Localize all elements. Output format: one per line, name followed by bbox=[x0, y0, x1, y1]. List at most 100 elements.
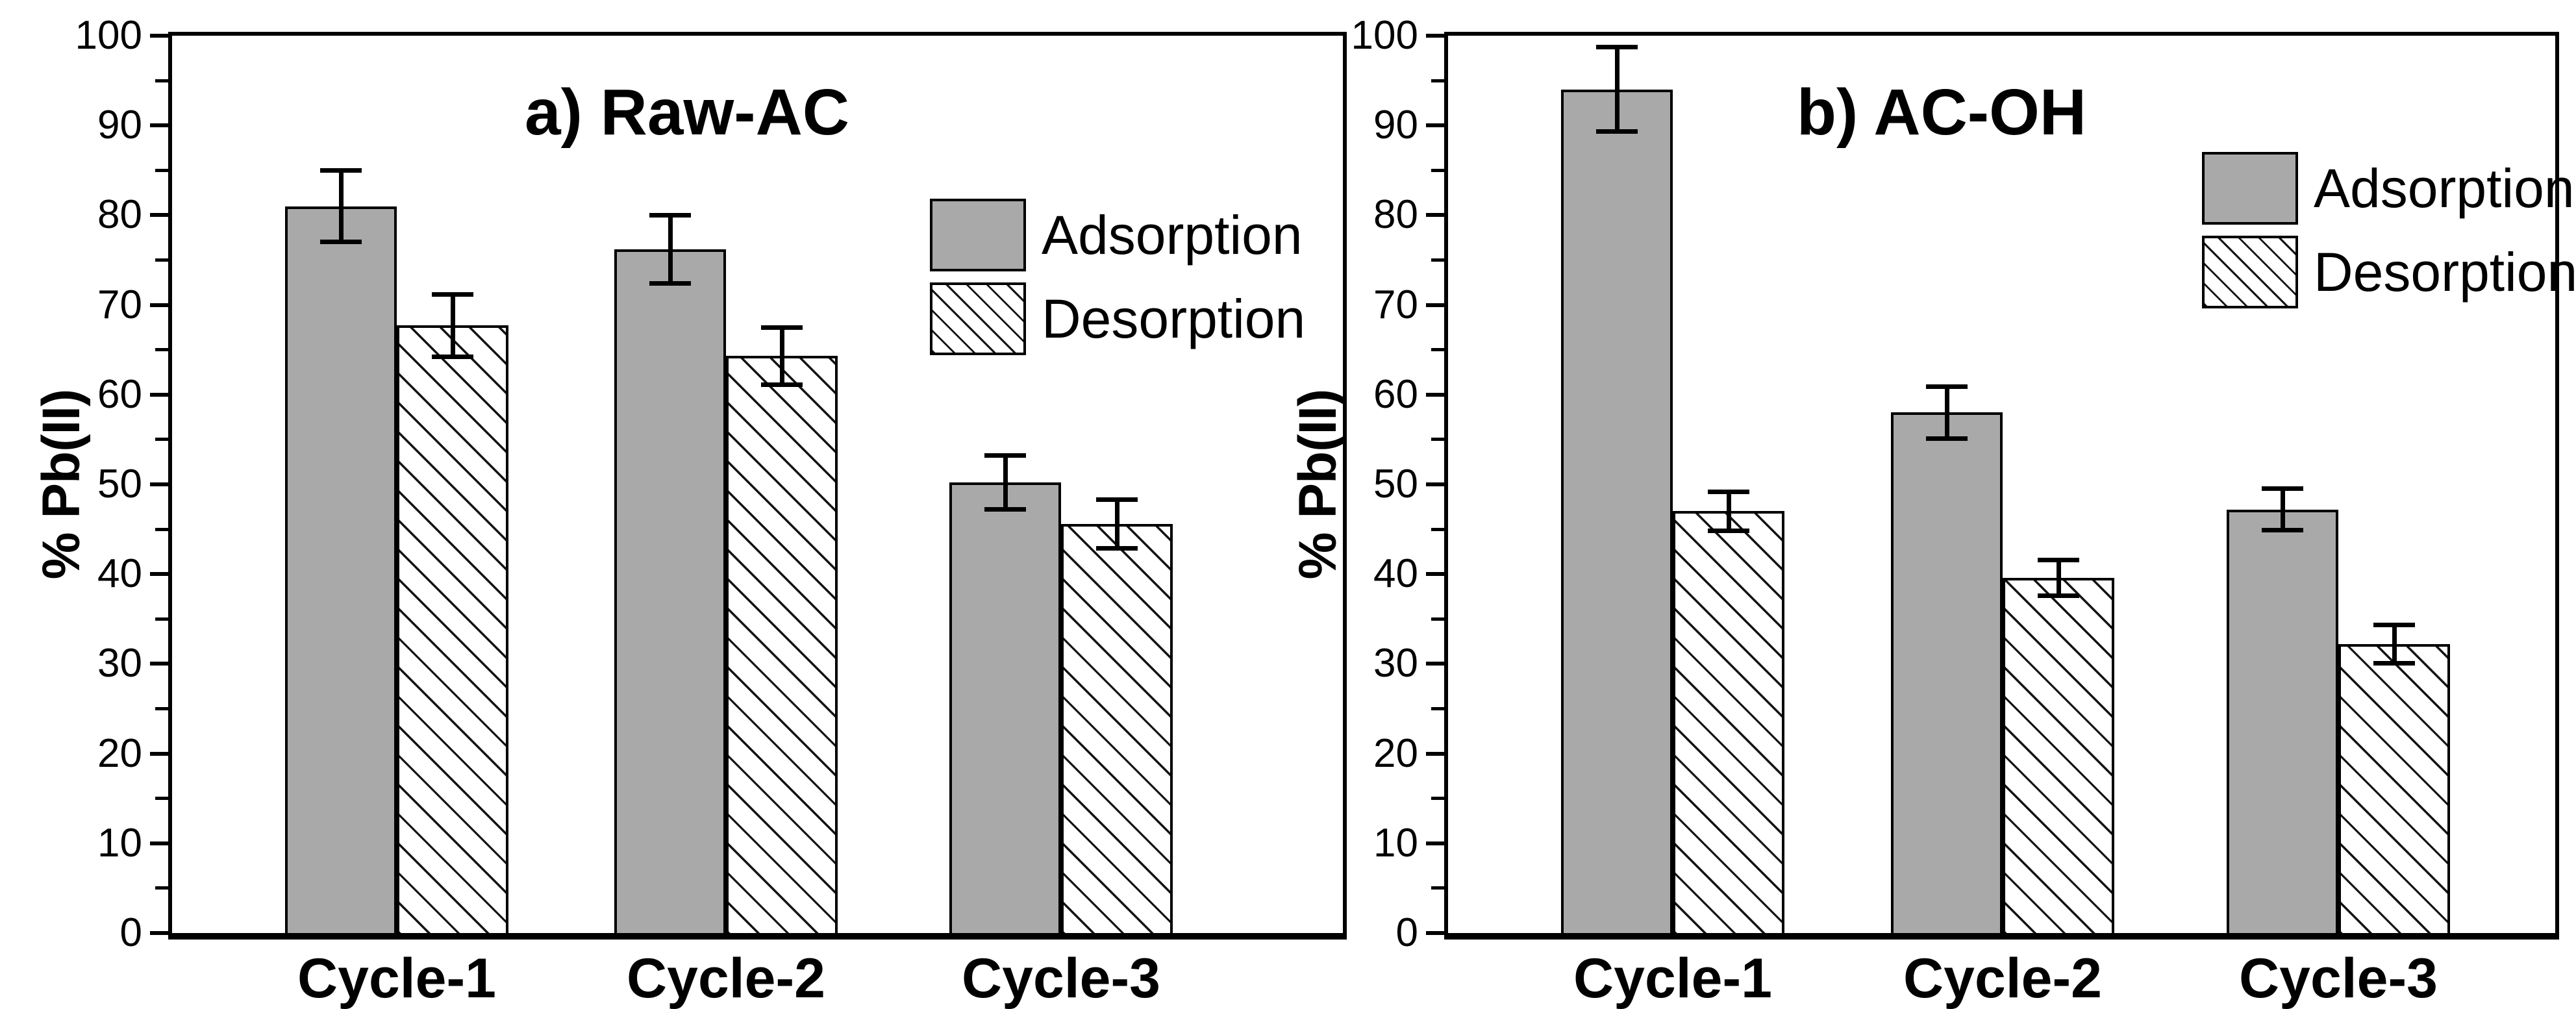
y-axis-minor-tick bbox=[155, 886, 172, 890]
y-tick-label: 0 bbox=[1395, 910, 1418, 955]
error-bar-cap-top bbox=[1096, 497, 1138, 502]
error-bar-cap-bottom bbox=[320, 240, 362, 245]
y-axis-minor-tick bbox=[155, 617, 172, 621]
y-tick-label: 70 bbox=[97, 282, 142, 327]
y-axis-major-tick bbox=[1426, 931, 1448, 935]
error-bar-cap-bottom bbox=[2262, 527, 2303, 532]
category-label: Cycle-3 bbox=[962, 947, 1160, 1009]
error-bar-cap-bottom bbox=[1708, 529, 1749, 534]
legend-label-adsorption: Adsorption bbox=[1042, 205, 1303, 266]
y-axis-major-tick bbox=[150, 34, 172, 38]
legend-label-desorption: Desorption bbox=[1042, 288, 1306, 349]
error-bar-cap-bottom bbox=[761, 382, 803, 388]
y-axis-minor-tick bbox=[155, 707, 172, 710]
error-bar-cap-top bbox=[432, 292, 473, 297]
y-axis-minor-tick bbox=[1431, 527, 1448, 531]
y-axis-minor-tick bbox=[1431, 348, 1448, 352]
y-axis-major-tick bbox=[1426, 841, 1448, 845]
y-axis-minor-tick bbox=[1431, 797, 1448, 801]
y-axis-minor-tick bbox=[155, 79, 172, 82]
y-tick-label: 80 bbox=[1373, 192, 1418, 238]
y-axis-major-tick bbox=[1426, 123, 1448, 128]
error-bar-cap-top bbox=[1708, 489, 1749, 494]
error-bar-stem bbox=[2056, 560, 2061, 596]
y-axis-minor-tick bbox=[1431, 617, 1448, 621]
error-bar-cap-top bbox=[761, 325, 803, 330]
panel-title: a) Raw-AC bbox=[524, 76, 850, 149]
y-axis-major-tick bbox=[150, 392, 172, 397]
category-label: Cycle-3 bbox=[2239, 947, 2438, 1009]
error-bar-cap-top bbox=[2038, 557, 2079, 562]
error-bar-cap-bottom bbox=[1096, 545, 1138, 551]
y-axis-major-tick bbox=[150, 662, 172, 666]
y-axis-major-tick bbox=[150, 482, 172, 486]
y-axis-major-tick bbox=[1426, 482, 1448, 486]
error-bar-stem bbox=[1944, 386, 1949, 439]
y-axis-major-tick bbox=[150, 123, 172, 128]
y-tick-label: 60 bbox=[1373, 371, 1418, 417]
y-axis-major-tick bbox=[1426, 392, 1448, 397]
y-tick-label: 100 bbox=[75, 13, 142, 58]
bar-desorption-cycle-2 bbox=[2003, 577, 2114, 937]
error-bar-stem bbox=[668, 215, 673, 284]
bar-adsorption-cycle-3 bbox=[2227, 509, 2338, 937]
bar-adsorption-cycle-1 bbox=[285, 206, 397, 937]
error-bar-stem bbox=[1114, 499, 1119, 549]
error-bar-cap-bottom bbox=[2373, 660, 2415, 666]
legend-label-adsorption: Adsorption bbox=[2314, 158, 2575, 219]
y-axis-minor-tick bbox=[1431, 438, 1448, 442]
error-bar-stem bbox=[1614, 47, 1619, 132]
y-tick-label: 10 bbox=[1373, 820, 1418, 866]
error-bar-cap-top bbox=[2373, 623, 2415, 628]
error-bar-stem bbox=[338, 170, 344, 242]
error-bar-cap-top bbox=[1596, 45, 1638, 50]
error-bar-stem bbox=[2280, 488, 2285, 530]
y-axis-major-tick bbox=[1426, 34, 1448, 38]
y-axis-label: % Pb(II) bbox=[1288, 389, 1347, 580]
y-tick-label: 20 bbox=[97, 730, 142, 776]
error-bar-cap-top bbox=[649, 212, 691, 218]
y-tick-label: 50 bbox=[97, 462, 142, 506]
y-axis-minor-tick bbox=[1431, 258, 1448, 262]
bar-adsorption-cycle-2 bbox=[1891, 412, 2003, 937]
y-axis-minor-tick bbox=[155, 348, 172, 352]
y-axis-major-tick bbox=[150, 841, 172, 845]
y-tick-label: 90 bbox=[97, 103, 142, 148]
legend-swatch-adsorption bbox=[930, 199, 1026, 271]
y-axis-minor-tick bbox=[1431, 886, 1448, 890]
y-axis-major-tick bbox=[1426, 572, 1448, 577]
bar-desorption-cycle-2 bbox=[726, 356, 838, 937]
y-axis-major-tick bbox=[1426, 662, 1448, 666]
legend-label-desorption: Desorption bbox=[2314, 242, 2576, 303]
y-axis-major-tick bbox=[1426, 213, 1448, 218]
bar-desorption-cycle-3 bbox=[2338, 643, 2450, 937]
error-bar-stem bbox=[779, 327, 784, 385]
y-tick-label: 20 bbox=[1373, 730, 1418, 776]
bar-desorption-cycle-1 bbox=[397, 325, 508, 937]
y-tick-label: 80 bbox=[97, 192, 142, 238]
legend-swatch-desorption bbox=[2202, 236, 2298, 308]
y-axis-minor-tick bbox=[155, 258, 172, 262]
y-axis-major-tick bbox=[1426, 303, 1448, 307]
y-tick-label: 100 bbox=[1351, 13, 1418, 58]
error-bar-stem bbox=[1003, 455, 1008, 510]
error-bar-cap-top bbox=[320, 168, 362, 173]
y-axis-major-tick bbox=[150, 931, 172, 935]
y-axis-major-tick bbox=[150, 751, 172, 756]
error-bar-cap-bottom bbox=[1596, 129, 1638, 134]
y-tick-label: 30 bbox=[97, 641, 142, 686]
legend-swatch-desorption bbox=[930, 282, 1026, 355]
error-bar-cap-bottom bbox=[1926, 436, 1968, 442]
y-tick-label: 60 bbox=[97, 371, 142, 417]
y-axis-major-tick bbox=[150, 213, 172, 218]
error-bar-cap-bottom bbox=[2038, 593, 2079, 598]
error-bar-cap-top bbox=[984, 453, 1026, 458]
y-tick-label: 40 bbox=[97, 551, 142, 597]
y-axis-minor-tick bbox=[155, 438, 172, 442]
error-bar-stem bbox=[2392, 625, 2397, 663]
y-axis-minor-tick bbox=[155, 527, 172, 531]
y-tick-label: 90 bbox=[1373, 103, 1418, 148]
